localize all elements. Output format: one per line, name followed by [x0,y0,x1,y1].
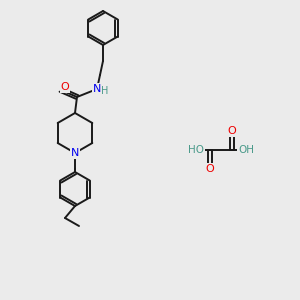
Text: O: O [61,82,69,92]
Text: O: O [206,164,214,174]
Text: HO: HO [188,145,204,155]
Text: N: N [71,148,79,158]
Text: N: N [93,84,101,94]
Text: H: H [101,86,109,96]
Text: OH: OH [238,145,254,155]
Text: O: O [228,126,236,136]
